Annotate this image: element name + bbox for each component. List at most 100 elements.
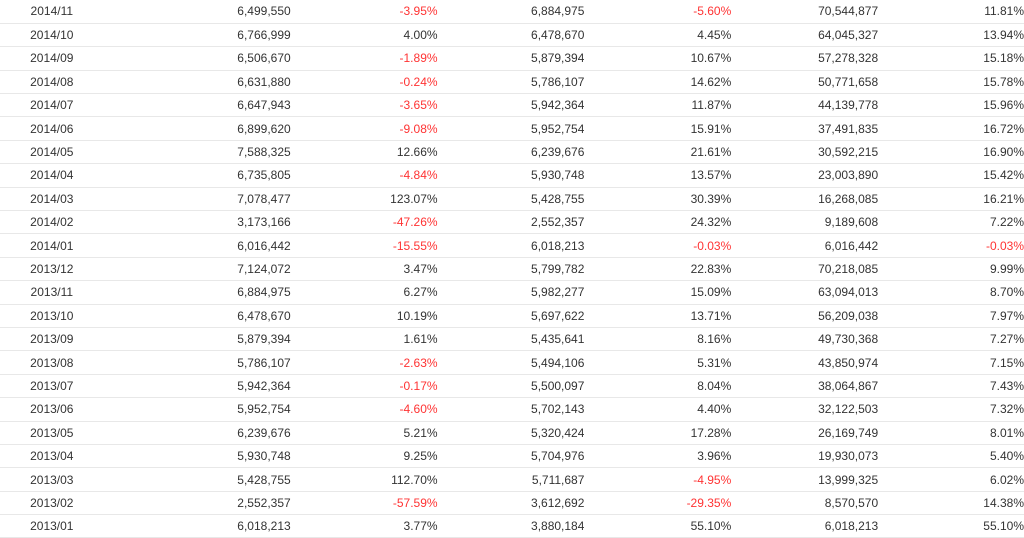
change-2-cell: 21.61% <box>584 140 732 165</box>
table-row: 2014/02 3,173,166 -47.26% 2,552,357 24.32% 9,… <box>0 210 1024 235</box>
value-1-cell: 2,552,357 <box>103 491 291 516</box>
value-3-cell: 38,064,867 <box>731 374 879 399</box>
value-2-cell: 5,702,143 <box>437 397 585 422</box>
month-cell: 2013/06 <box>0 397 104 422</box>
change-1-cell: 6.27% <box>290 280 438 305</box>
table-row: 2014/01 6,016,442 -15.55% 6,018,213 -0.03% 6,… <box>0 233 1024 258</box>
value-1-cell: 5,879,394 <box>103 327 291 352</box>
month-cell: 2013/01 <box>0 514 104 538</box>
change-2-cell: 17.28% <box>584 421 732 445</box>
month-cell: 2013/03 <box>0 467 104 492</box>
change-3-cell: 15.18% <box>878 46 1024 71</box>
month-cell: 2013/05 <box>0 421 104 445</box>
month-cell: 2013/09 <box>0 327 104 352</box>
table-row: 2013/12 7,124,072 3.47% 5,799,782 22.83% 70,2… <box>0 257 1024 282</box>
change-2-cell: 10.67% <box>584 46 732 71</box>
month-cell: 2014/08 <box>0 70 104 95</box>
value-1-cell: 5,952,754 <box>103 397 291 422</box>
change-1-cell: -4.84% <box>290 163 438 188</box>
value-1-cell: 6,499,550 <box>103 0 291 24</box>
value-2-cell: 6,018,213 <box>437 233 585 258</box>
value-3-cell: 6,016,442 <box>731 233 879 258</box>
month-cell: 2013/10 <box>0 304 104 328</box>
change-3-cell: 15.42% <box>878 163 1024 188</box>
month-cell: 2014/11 <box>0 0 104 24</box>
value-2-cell: 5,799,782 <box>437 257 585 282</box>
value-2-cell: 5,500,097 <box>437 374 585 399</box>
month-cell: 2014/06 <box>0 116 104 141</box>
value-3-cell: 30,592,215 <box>731 140 879 165</box>
value-2-cell: 6,478,670 <box>437 23 585 48</box>
month-cell: 2013/08 <box>0 350 104 375</box>
change-3-cell: 15.78% <box>878 70 1024 95</box>
table-row: 2013/05 6,239,676 5.21% 5,320,424 17.28% 26,1… <box>0 421 1024 445</box>
change-3-cell: 7.27% <box>878 327 1024 352</box>
value-2-cell: 5,711,687 <box>437 467 585 492</box>
table-row: 2013/06 5,952,754 -4.60% 5,702,143 4.40% 32,1… <box>0 397 1024 422</box>
value-3-cell: 63,094,013 <box>731 280 879 305</box>
change-2-cell: 30.39% <box>584 187 732 212</box>
change-3-cell: 15.96% <box>878 93 1024 118</box>
change-3-cell: -0.03% <box>878 233 1024 258</box>
change-3-cell: 55.10% <box>878 514 1024 538</box>
value-1-cell: 6,239,676 <box>103 421 291 445</box>
value-3-cell: 26,169,749 <box>731 421 879 445</box>
table-row: 2013/10 6,478,670 10.19% 5,697,622 13.71% 56,… <box>0 304 1024 328</box>
month-cell: 2014/05 <box>0 140 104 165</box>
month-cell: 2014/09 <box>0 46 104 71</box>
value-1-cell: 6,016,442 <box>103 233 291 258</box>
value-3-cell: 50,771,658 <box>731 70 879 95</box>
table-row: 2014/03 7,078,477 123.07% 5,428,755 30.39% 16… <box>0 187 1024 212</box>
change-1-cell: -3.65% <box>290 93 438 118</box>
change-2-cell: 15.09% <box>584 280 732 305</box>
value-1-cell: 7,078,477 <box>103 187 291 212</box>
value-1-cell: 5,428,755 <box>103 467 291 492</box>
change-1-cell: 3.77% <box>290 514 438 538</box>
month-cell: 2013/04 <box>0 444 104 469</box>
value-2-cell: 3,612,692 <box>437 491 585 516</box>
change-3-cell: 13.94% <box>878 23 1024 48</box>
value-2-cell: 5,704,976 <box>437 444 585 469</box>
change-3-cell: 16.21% <box>878 187 1024 212</box>
value-3-cell: 44,139,778 <box>731 93 879 118</box>
value-3-cell: 16,268,085 <box>731 187 879 212</box>
table-row: 2013/09 5,879,394 1.61% 5,435,641 8.16% 49,73… <box>0 327 1024 352</box>
change-3-cell: 7.43% <box>878 374 1024 399</box>
value-2-cell: 6,884,975 <box>437 0 585 24</box>
month-cell: 2013/07 <box>0 374 104 399</box>
change-2-cell: 3.96% <box>584 444 732 469</box>
value-2-cell: 5,879,394 <box>437 46 585 71</box>
change-2-cell: 4.40% <box>584 397 732 422</box>
value-1-cell: 7,588,325 <box>103 140 291 165</box>
change-3-cell: 16.90% <box>878 140 1024 165</box>
value-1-cell: 6,647,943 <box>103 93 291 118</box>
table-row: 2013/11 6,884,975 6.27% 5,982,277 15.09% 63,0… <box>0 280 1024 305</box>
change-1-cell: -3.95% <box>290 0 438 24</box>
change-3-cell: 7.15% <box>878 350 1024 375</box>
value-2-cell: 3,880,184 <box>437 514 585 538</box>
month-cell: 2014/07 <box>0 93 104 118</box>
change-1-cell: 12.66% <box>290 140 438 165</box>
change-1-cell: 5.21% <box>290 421 438 445</box>
change-2-cell: 8.04% <box>584 374 732 399</box>
table-row: 2014/04 6,735,805 -4.84% 5,930,748 13.57% 23,… <box>0 163 1024 188</box>
value-3-cell: 64,045,327 <box>731 23 879 48</box>
change-3-cell: 7.32% <box>878 397 1024 422</box>
value-3-cell: 57,278,328 <box>731 46 879 71</box>
change-1-cell: -4.60% <box>290 397 438 422</box>
change-1-cell: -9.08% <box>290 116 438 141</box>
table-row: 2013/07 5,942,364 -0.17% 5,500,097 8.04% 38,0… <box>0 374 1024 399</box>
change-1-cell: 123.07% <box>290 187 438 212</box>
value-1-cell: 6,899,620 <box>103 116 291 141</box>
month-cell: 2014/04 <box>0 163 104 188</box>
change-1-cell: -0.24% <box>290 70 438 95</box>
table-row: 2013/04 5,930,748 9.25% 5,704,976 3.96% 19,93… <box>0 444 1024 469</box>
change-2-cell: 14.62% <box>584 70 732 95</box>
value-2-cell: 5,930,748 <box>437 163 585 188</box>
change-1-cell: -57.59% <box>290 491 438 516</box>
value-1-cell: 5,942,364 <box>103 374 291 399</box>
change-3-cell: 8.70% <box>878 280 1024 305</box>
table-row: 2013/03 5,428,755 112.70% 5,711,687 -4.95% 13… <box>0 467 1024 492</box>
value-2-cell: 2,552,357 <box>437 210 585 235</box>
change-1-cell: 4.00% <box>290 23 438 48</box>
